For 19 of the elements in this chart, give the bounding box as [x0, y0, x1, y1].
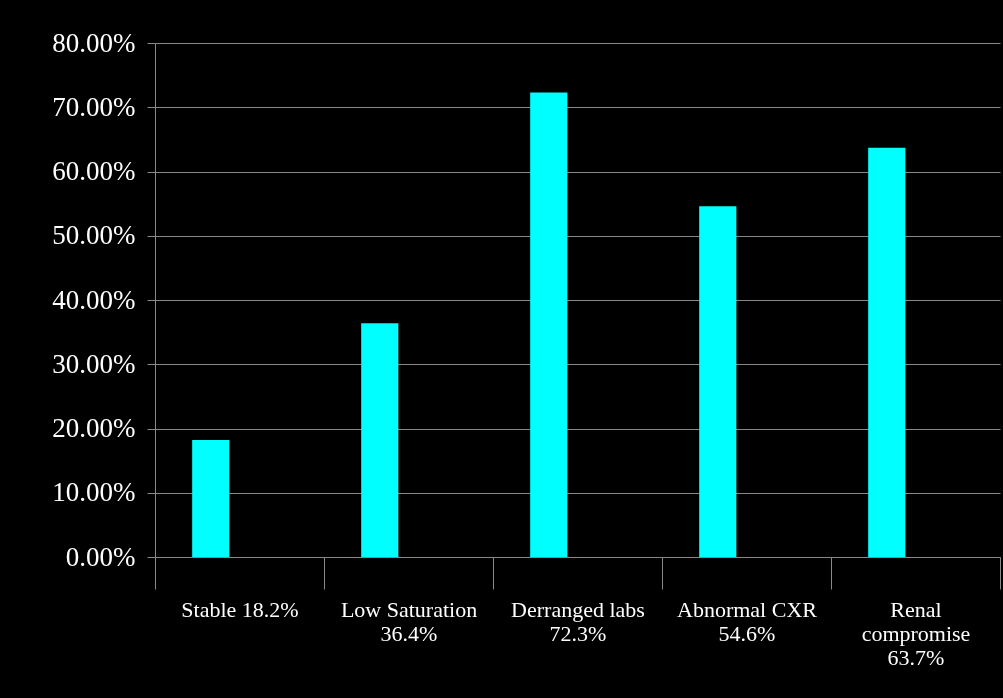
bar	[868, 147, 906, 557]
x-tick-label: Abnormal CXR 54.6%	[677, 596, 818, 646]
y-tick-label: 60.00%	[52, 156, 136, 186]
bar	[530, 92, 568, 557]
y-tick-label: 80.00%	[52, 27, 136, 58]
x-tick-label: Stable 18.2%	[181, 596, 299, 622]
x-tick-label: Renal compromise 63.7%	[861, 596, 971, 670]
y-tick-label: 20.00%	[52, 413, 136, 443]
y-tick-label: 40.00%	[52, 284, 136, 315]
y-tick-label: 10.00%	[52, 477, 136, 508]
y-tick-label: 70.00%	[52, 91, 136, 122]
y-tick-label: 50.00%	[52, 220, 136, 251]
y-tick-label: 0.00%	[65, 541, 136, 572]
bar	[192, 440, 230, 557]
x-tick-label: Derranged labs 72.3%	[511, 596, 645, 646]
bar	[361, 323, 399, 557]
x-tick-label: Low Saturation 36.4%	[340, 596, 478, 646]
y-tick-label: 30.00%	[52, 348, 136, 379]
bar	[699, 206, 737, 557]
